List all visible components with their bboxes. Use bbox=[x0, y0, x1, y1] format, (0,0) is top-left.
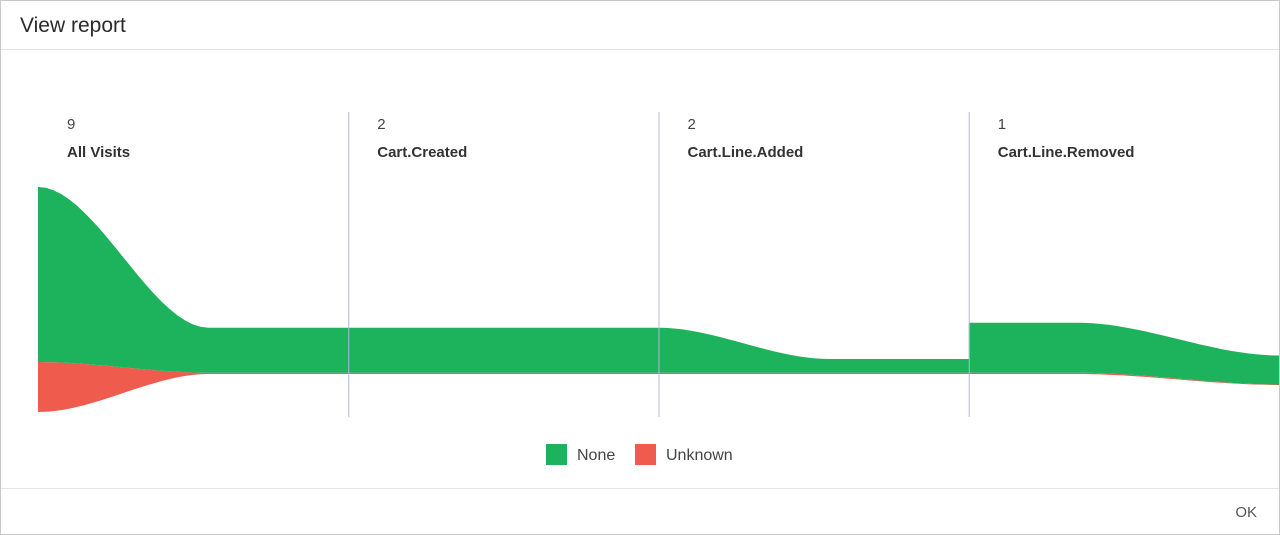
dialog-header: View report bbox=[1, 1, 1279, 50]
funnel-chart-svg: 9 All Visits 2 Cart.Created 2 Cart.Line.Added… bbox=[38, 112, 1279, 465]
stage-label: Cart.Created bbox=[377, 144, 467, 161]
dialog-footer: OK bbox=[1, 488, 1279, 534]
ok-button[interactable]: OK bbox=[1235, 504, 1257, 521]
stage-count: 1 bbox=[998, 116, 1006, 133]
legend-swatch-none bbox=[546, 444, 567, 465]
legend-label-none: None bbox=[577, 447, 615, 464]
stage-count: 9 bbox=[67, 116, 75, 133]
stage-label: Cart.Line.Removed bbox=[998, 144, 1135, 161]
stage-count: 2 bbox=[377, 116, 385, 133]
stage-label: Cart.Line.Added bbox=[688, 144, 804, 161]
stage-label: All Visits bbox=[67, 144, 130, 161]
stage-count: 2 bbox=[688, 116, 696, 133]
legend-swatch-unknown bbox=[635, 444, 656, 465]
legend-label-unknown: Unknown bbox=[666, 447, 733, 464]
dialog-title: View report bbox=[20, 14, 126, 37]
funnel-chart: 9 All Visits 2 Cart.Created 2 Cart.Line.Added… bbox=[1, 50, 1279, 488]
